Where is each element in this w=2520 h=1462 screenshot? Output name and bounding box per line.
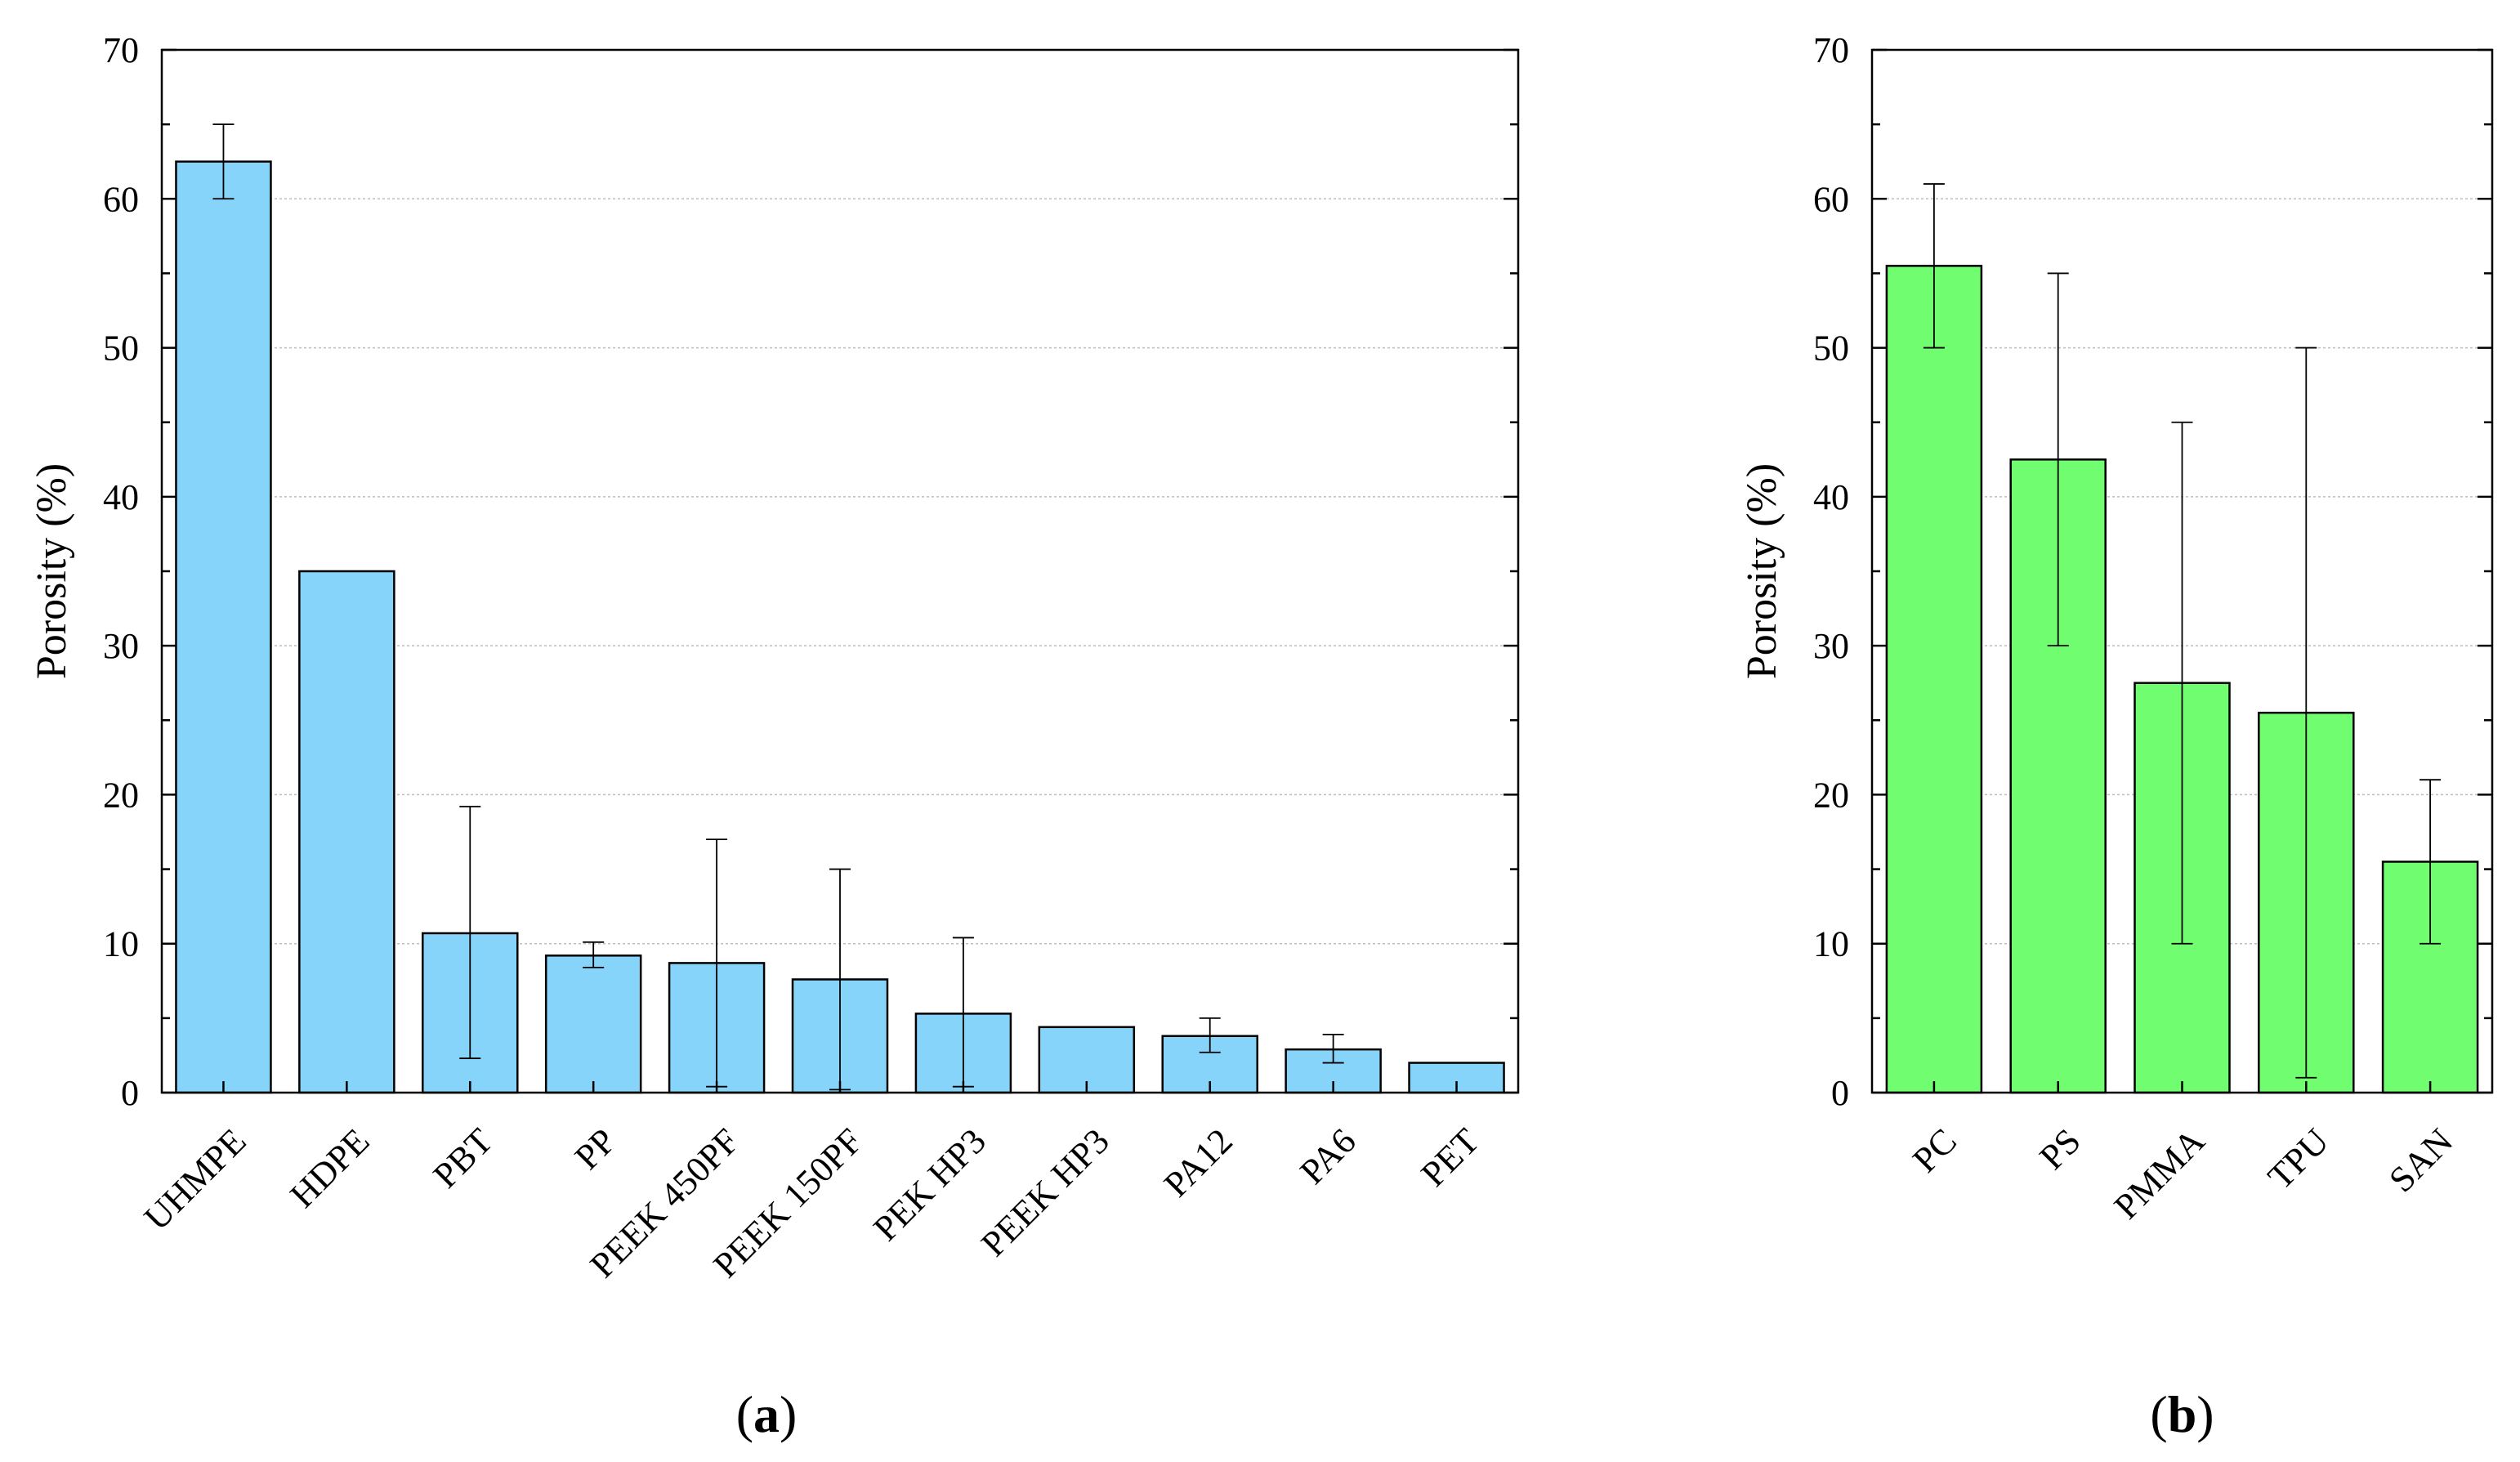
y-axis-label: Porosity (%): [29, 463, 75, 679]
error-bar: [2295, 346, 2317, 1079]
y-tick-label: 10: [1813, 924, 1849, 964]
panel-label: a: [753, 1385, 780, 1443]
y-tick-label: 60: [103, 179, 139, 219]
y-tick-label: 10: [103, 924, 139, 964]
error-bar: [1322, 1034, 1344, 1064]
y-tick-label: 30: [103, 626, 139, 666]
bar-uhmpe: [175, 160, 272, 1094]
error-bar: [459, 806, 481, 1059]
y-tick-label: 0: [1831, 1073, 1849, 1113]
x-tick-label: PET: [1414, 1120, 1487, 1194]
y-tick-label: 70: [103, 30, 139, 70]
x-tick-label: TPU: [2260, 1120, 2336, 1196]
x-tick-label: UHMPE: [136, 1120, 254, 1238]
x-tick-label: SAN: [2381, 1120, 2460, 1200]
x-tick-label: PEEK HP3: [973, 1120, 1117, 1264]
y-tick-label: 60: [1813, 179, 1849, 219]
y-tick-label: 20: [103, 775, 139, 815]
error-bar: [1199, 1017, 1221, 1053]
x-tick-label: PBT: [426, 1120, 501, 1196]
error-bar: [583, 941, 605, 968]
x-tick-label: HDPE: [283, 1120, 378, 1215]
y-tick-label: 70: [1813, 30, 1849, 70]
panel-caption: (b): [2150, 1385, 2214, 1443]
error-bar: [1923, 183, 1945, 349]
y-tick-label: 50: [103, 329, 139, 369]
y-tick-label: 30: [1813, 626, 1849, 666]
x-tick-label: PS: [2032, 1120, 2089, 1177]
error-bar: [2047, 272, 2069, 647]
bar-pc: [1885, 265, 1983, 1094]
chart-panel-b: 0 10 20 30 40 50 60 70 PC PS PMMA TPU SAN Porosity (%…: [1739, 30, 2494, 1443]
x-tick-label: PA6: [1293, 1120, 1364, 1192]
y-tick-label: 40: [103, 477, 139, 517]
bar-hdpe: [298, 570, 395, 1094]
panel-label: b: [2168, 1385, 2197, 1443]
bar-pp: [544, 955, 642, 1094]
x-tick-label: PEK HP3: [865, 1120, 994, 1249]
x-tick-label: PMMA: [2107, 1120, 2213, 1227]
y-tick-label: 50: [1813, 329, 1849, 369]
x-tick-label: PP: [567, 1120, 623, 1177]
y-axis-label: Porosity (%): [1739, 463, 1785, 679]
y-tick-label: 40: [1813, 477, 1849, 517]
y-tick-label: 20: [1813, 775, 1849, 815]
error-bar: [2419, 779, 2442, 945]
x-tick-label: PA12: [1156, 1120, 1240, 1205]
panel-caption: (a): [736, 1385, 798, 1443]
error-bar: [2171, 421, 2193, 945]
y-tick-label: 0: [121, 1073, 139, 1113]
x-tick-label: PC: [1905, 1120, 1964, 1180]
error-bar: [212, 123, 235, 200]
